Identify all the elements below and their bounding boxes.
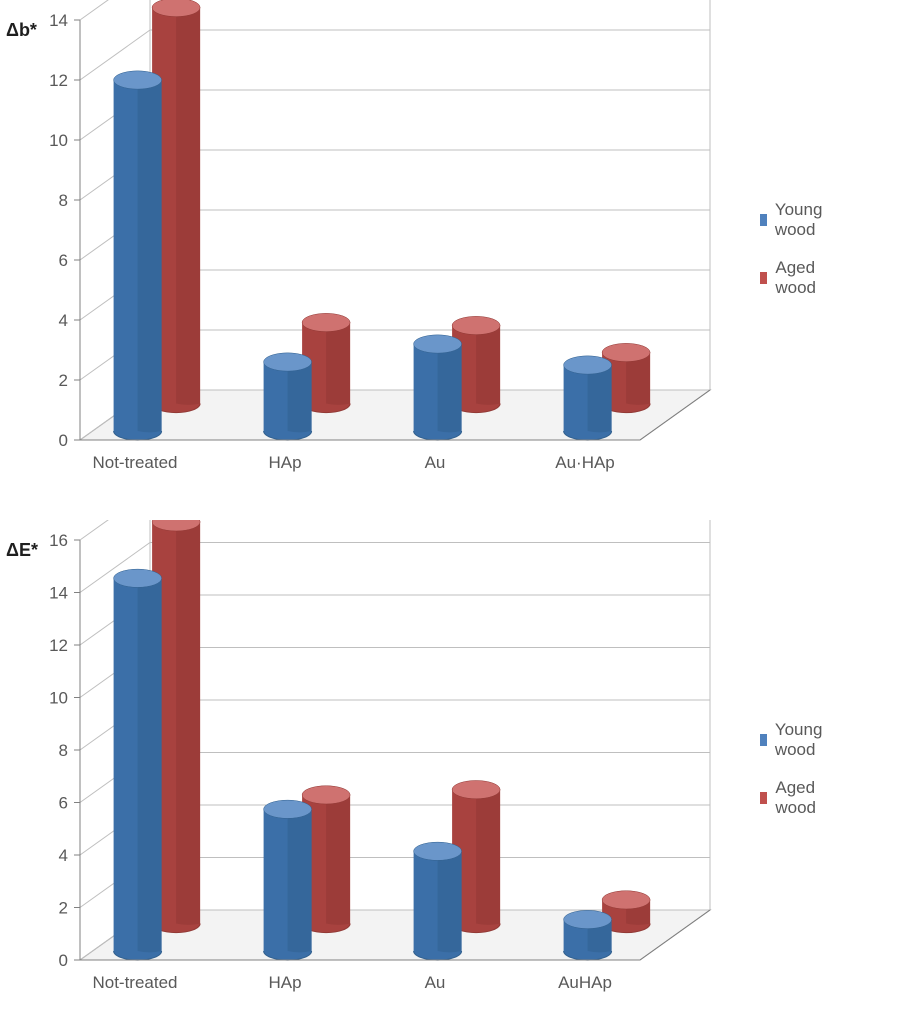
legend-label-aged: Aged wood [775,778,827,818]
svg-text:14: 14 [49,11,68,30]
legend: Young wood Aged wood [760,200,828,316]
svg-text:AuHAp: AuHAp [558,973,612,992]
chart-svg-2: 0 2 4 6 8 10 12 14 16 Not-treated HAp Au AuHAp [0,520,740,1020]
svg-text:6: 6 [59,794,68,813]
legend-item-young: Young wood [760,720,828,760]
chart-delta-b: Δb* 02468101214Not-treatedHApAuAu·HAp Yo… [0,0,740,503]
legend-label-young: Young wood [775,200,828,240]
svg-text:HAp: HAp [268,453,301,472]
svg-text:10: 10 [49,131,68,150]
chart-svg-1: 0 2 4 6 8 10 12 14 Not-treated HAp Au Au·HAp [0,0,740,500]
svg-text:4: 4 [59,846,68,865]
legend-swatch-young [760,214,767,226]
svg-text:10: 10 [49,689,68,708]
legend-item-young: Young wood [760,200,828,240]
legend-item-aged: Aged wood [760,258,828,298]
legend-label-aged: Aged wood [775,258,827,298]
svg-text:12: 12 [49,636,68,655]
legend: Young wood Aged wood [760,720,828,836]
y-axis-label: Δb* [6,20,37,41]
svg-text:8: 8 [59,191,68,210]
svg-text:HAp: HAp [268,973,301,992]
svg-text:6: 6 [59,251,68,270]
svg-text:Au·HAp: Au·HAp [555,453,615,472]
svg-text:8: 8 [59,741,68,760]
svg-text:Not-treated: Not-treated [92,973,177,992]
legend-swatch-young [760,734,767,746]
svg-text:2: 2 [59,371,68,390]
svg-text:0: 0 [59,951,68,970]
svg-text:0: 0 [59,431,68,450]
svg-text:12: 12 [49,71,68,90]
legend-label-young: Young wood [775,720,828,760]
chart-delta-E: ΔE* 0246810121416Not-treatedHApAuAuHAp Y… [0,520,740,1023]
legend-swatch-aged [760,272,767,284]
svg-text:14: 14 [49,584,68,603]
y-axis-label: ΔE* [6,540,38,561]
legend-item-aged: Aged wood [760,778,828,818]
svg-text:4: 4 [59,311,68,330]
svg-text:Not-treated: Not-treated [92,453,177,472]
page: Δb* 0 2 4 6 8 10 12 14 Not-treated HAp Au Au·HAp Yo… [0,0,898,1019]
svg-text:Au: Au [425,453,446,472]
svg-text:Au: Au [425,973,446,992]
svg-text:2: 2 [59,899,68,918]
legend-swatch-aged [760,792,767,804]
svg-text:16: 16 [49,531,68,550]
